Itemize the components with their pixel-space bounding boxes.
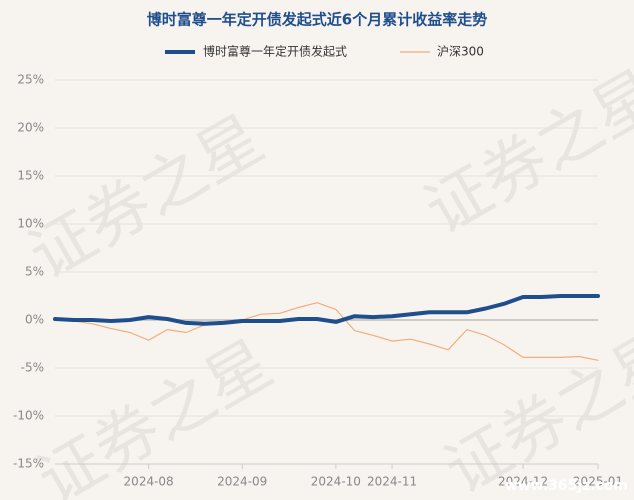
- y-tick-label: -10%: [13, 409, 44, 423]
- legend-label: 沪深300: [437, 45, 484, 59]
- x-tick-label: 2024-10: [311, 475, 361, 489]
- y-tick-label: 0%: [25, 313, 44, 327]
- y-tick-label: 15%: [17, 169, 44, 183]
- y-tick-label: 20%: [17, 121, 44, 135]
- y-tick-label: -5%: [21, 361, 44, 375]
- plot-area: -15% -10% -5% 0% 5% 10% 15% 20% 25% 2024-08 2024-0…: [13, 73, 623, 489]
- y-tick-label: 10%: [17, 217, 44, 231]
- series-line: [54, 302, 599, 361]
- chart-title: 博时富尊一年定开债发起式近6个月累计收益率走势: [147, 11, 487, 29]
- y-tick-label: 25%: [17, 73, 44, 87]
- legend-label: 博时富尊一年定开债发起式: [203, 44, 347, 59]
- x-tick-label: 2024-12: [498, 475, 548, 489]
- x-tick-label: 2025-01: [573, 475, 623, 489]
- watermark-url: www.365jz.com: [505, 478, 628, 494]
- x-tick-label: 2024-09: [217, 475, 267, 489]
- series-line: [53, 294, 600, 326]
- y-tick-label: -15%: [13, 457, 44, 471]
- x-tick-label: 2024-08: [124, 475, 174, 489]
- y-tick-label: 5%: [25, 265, 44, 279]
- x-tick-label: 2024-11: [367, 475, 417, 489]
